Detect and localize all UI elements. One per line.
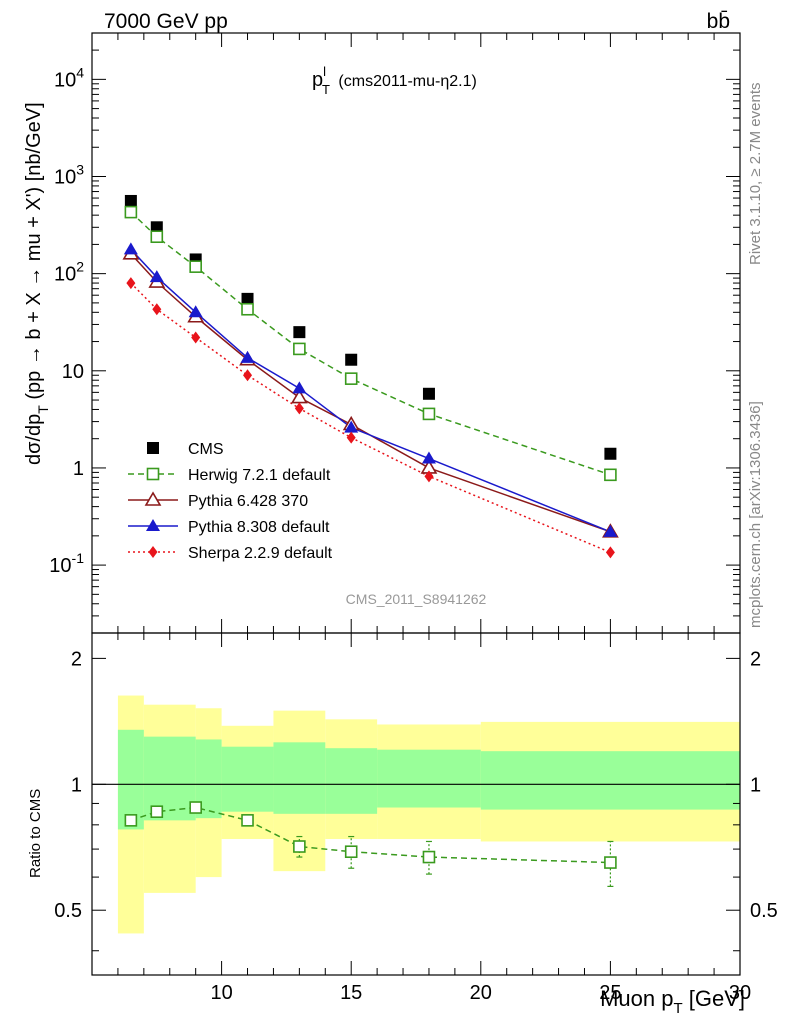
main-y-axis-label: dσ/dpT (pp → b + X → mu + X') [nb/GeV] — [23, 102, 51, 465]
data-point-4 — [243, 369, 253, 382]
ratio-uncertainty-bands — [92, 695, 740, 934]
rivet-side-label: Rivet 3.1.10, ≥ 2.7M events — [747, 83, 764, 266]
legend-label: Pythia 8.308 default — [188, 519, 330, 536]
x-tick-label: 10 — [210, 982, 232, 1004]
data-point-0 — [241, 292, 254, 305]
data-point-4 — [152, 303, 162, 316]
legend-marker — [148, 546, 158, 558]
data-point-4 — [346, 431, 356, 444]
main-plot-frame — [91, 32, 741, 634]
ratio-y-tick-label-right: 2 — [750, 648, 761, 670]
legend-marker — [147, 442, 159, 454]
mcplots-side-label: mcplots.cern.ch [arXiv:1306.3436] — [747, 401, 764, 628]
plot-frames — [91, 32, 741, 976]
x-tick-label: 25 — [599, 982, 621, 1004]
y-tick-label: 10 — [62, 361, 84, 383]
ratio-data-point — [422, 850, 436, 864]
ratio-y-tick-label-left: 0.5 — [54, 900, 82, 922]
ratio-y-tick-label-right: 0.5 — [750, 900, 778, 922]
data-point-3 — [188, 305, 203, 318]
series-line-3 — [130, 248, 611, 533]
ratio-y-tick-label-left: 2 — [71, 648, 82, 670]
legend-label: CMS — [188, 441, 224, 458]
data-point-4 — [294, 402, 304, 415]
data-point-1 — [293, 342, 306, 356]
y-tick-label: 102 — [54, 259, 84, 286]
inner-band-segment — [325, 748, 378, 814]
ratio-y-tick-label-left: 1 — [71, 774, 82, 796]
data-point-4 — [191, 331, 201, 344]
plot-title: pl T (cms2011-mu-η2.1) — [312, 64, 477, 97]
data-point-0 — [293, 326, 306, 339]
y-tick-label: 1 — [73, 458, 84, 480]
ratio-y-axis-label: Ratio to CMS — [27, 789, 44, 878]
inner-band-segment — [221, 746, 274, 812]
data-point-4 — [424, 470, 434, 483]
data-point-3 — [344, 420, 359, 433]
x-tick-label: 20 — [470, 982, 492, 1004]
watermark-label: CMS_2011_S8941262 — [346, 591, 487, 607]
data-point-0 — [422, 387, 435, 400]
data-point-4 — [126, 277, 136, 290]
y-tick-label: 103 — [54, 162, 84, 189]
data-point-0 — [124, 194, 137, 207]
legend-label: Pythia 6.428 370 — [188, 493, 308, 510]
legend-marker — [146, 467, 160, 481]
x-axis-label: Muon pT [GeV] — [600, 986, 745, 1017]
ratio-series-line — [130, 806, 611, 864]
ratio-data-point — [604, 856, 617, 869]
series-line-1 — [130, 211, 611, 476]
legend-label: Sherpa 2.2.9 default — [188, 545, 333, 562]
data-point-3 — [149, 270, 164, 283]
inner-band-segment — [377, 749, 481, 808]
data-point-1 — [150, 230, 164, 244]
header-right-label: bb̄ — [707, 10, 730, 33]
data-point-1 — [189, 260, 202, 273]
data-point-4 — [605, 546, 615, 559]
data-point-3 — [292, 381, 307, 394]
inner-band-segment — [273, 742, 326, 814]
legend-marker — [144, 491, 162, 506]
data-markers — [122, 194, 619, 869]
axis-ticks: 10 15 20 25 30 10-1 1 10 102 103 104 0.5 0.5 1 1 2 2 — [49, 32, 778, 1004]
ratio-y-tick-label-right: 1 — [750, 774, 761, 796]
legend-marker — [146, 519, 160, 531]
ratio-data-point — [189, 801, 202, 814]
data-point-1 — [422, 407, 436, 421]
data-point-1 — [241, 302, 254, 316]
text-labels: pl T (cms2011-mu-η2.1) dσ/dpT (pp → b + X … — [23, 64, 745, 1017]
data-point-3 — [421, 451, 436, 464]
data-point-3 — [603, 524, 618, 537]
ratio-plot-frame — [91, 632, 741, 976]
ratio-data-point — [241, 814, 254, 827]
inner-band-segment — [480, 751, 740, 810]
ratio-data-point — [124, 814, 138, 827]
x-tick-label: 15 — [340, 982, 362, 1004]
data-point-0 — [345, 353, 358, 366]
ratio-data-point — [293, 840, 306, 853]
data-point-0 — [150, 221, 163, 234]
x-tick-label: 30 — [729, 982, 751, 1004]
ratio-data-point — [150, 805, 164, 818]
data-point-1 — [344, 372, 358, 385]
data-point-1 — [604, 468, 617, 482]
series-line-2 — [130, 253, 611, 533]
y-tick-label: 104 — [54, 64, 84, 91]
data-point-3 — [240, 350, 255, 363]
ratio-data-point — [344, 845, 358, 859]
header-left-label: 7000 GeV pp — [104, 10, 228, 33]
data-point-3 — [123, 242, 138, 255]
data-point-0 — [604, 447, 617, 460]
inner-band-segment — [117, 729, 144, 830]
y-tick-label: 10-1 — [49, 550, 84, 577]
legend: CMS Herwig 7.2.1 default Pythia 6.428 370 P… — [128, 441, 333, 562]
data-point-1 — [124, 205, 138, 219]
legend-label: Herwig 7.2.1 default — [188, 467, 331, 484]
